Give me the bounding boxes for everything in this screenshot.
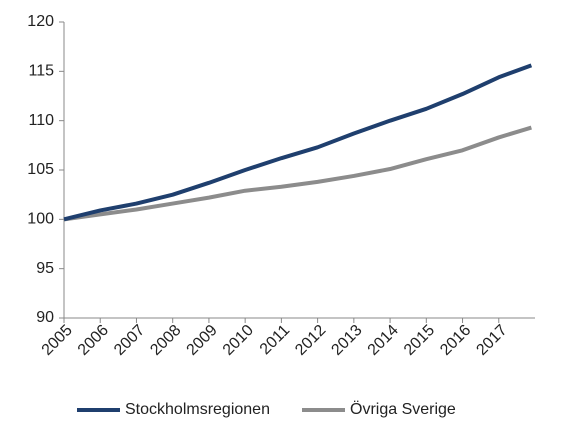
x-tick-label: 2009	[184, 322, 221, 359]
series-line	[63, 63, 533, 222]
series-line	[63, 125, 532, 222]
x-tick-label: 2017	[473, 322, 510, 359]
y-tick-label: 100	[27, 211, 54, 228]
y-tick-label: 90	[36, 309, 54, 326]
x-tick-label: 2007	[111, 322, 148, 359]
y-tick-label: 105	[27, 161, 54, 178]
x-tick-label: 2011	[257, 322, 293, 358]
x-tick-label: 2008	[147, 322, 184, 359]
x-tick-label: 2013	[328, 322, 365, 359]
y-tick-label: 120	[27, 13, 54, 30]
x-tick-label: 2015	[401, 322, 438, 359]
x-tick-label: 2014	[365, 322, 402, 359]
x-tick-label: 2006	[75, 322, 112, 359]
x-tick-label: 2010	[220, 322, 257, 359]
legend-label: Övriga Sverige	[350, 400, 456, 418]
legend-label: Stockholmsregionen	[125, 401, 270, 418]
y-tick-label: 110	[28, 112, 54, 129]
x-tick-label: 2016	[437, 322, 474, 359]
x-tick-label: 2005	[39, 322, 76, 359]
x-tick-label: 2012	[292, 322, 329, 359]
y-tick-label: 95	[36, 260, 54, 277]
y-tick-label: 115	[28, 63, 54, 80]
